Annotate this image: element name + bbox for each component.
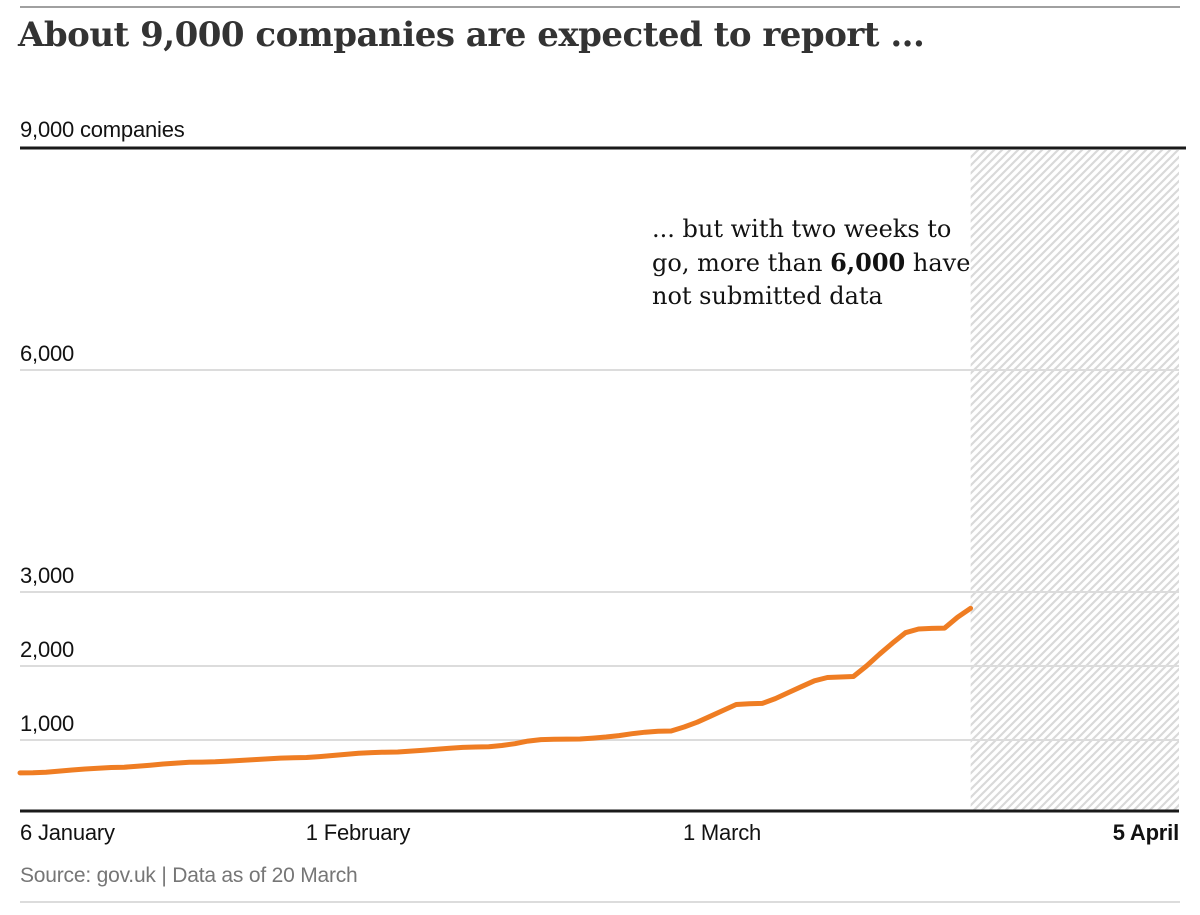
top-divider bbox=[20, 6, 1180, 8]
source-note: Source: gov.uk | Data as of 20 March bbox=[20, 864, 358, 887]
y-tick-label-6000: 6,000 bbox=[20, 341, 75, 366]
x-tick-label-1-february: 1 February bbox=[305, 820, 411, 845]
x-tick-label-5-april: 5 April bbox=[1112, 820, 1179, 845]
y-tick-label-2000: 2,000 bbox=[20, 637, 75, 662]
bottom-divider bbox=[20, 901, 1180, 903]
chart-title: About 9,000 companies are expected to re… bbox=[18, 15, 925, 55]
annotation-text: ... but with two weeks to go, more than 6… bbox=[652, 215, 971, 310]
reported-companies-line bbox=[17, 605, 974, 776]
future-hatched-region bbox=[970, 150, 1179, 810]
y-tick-label-1000: 1,000 bbox=[20, 711, 75, 736]
x-tick-label-1-march: 1 March bbox=[682, 820, 762, 845]
y-tick-label-3000: 3,000 bbox=[20, 563, 75, 588]
y-axis-unit-label: 9,000 companies bbox=[20, 117, 185, 142]
x-tick-label-6-january: 6 January bbox=[20, 820, 115, 845]
